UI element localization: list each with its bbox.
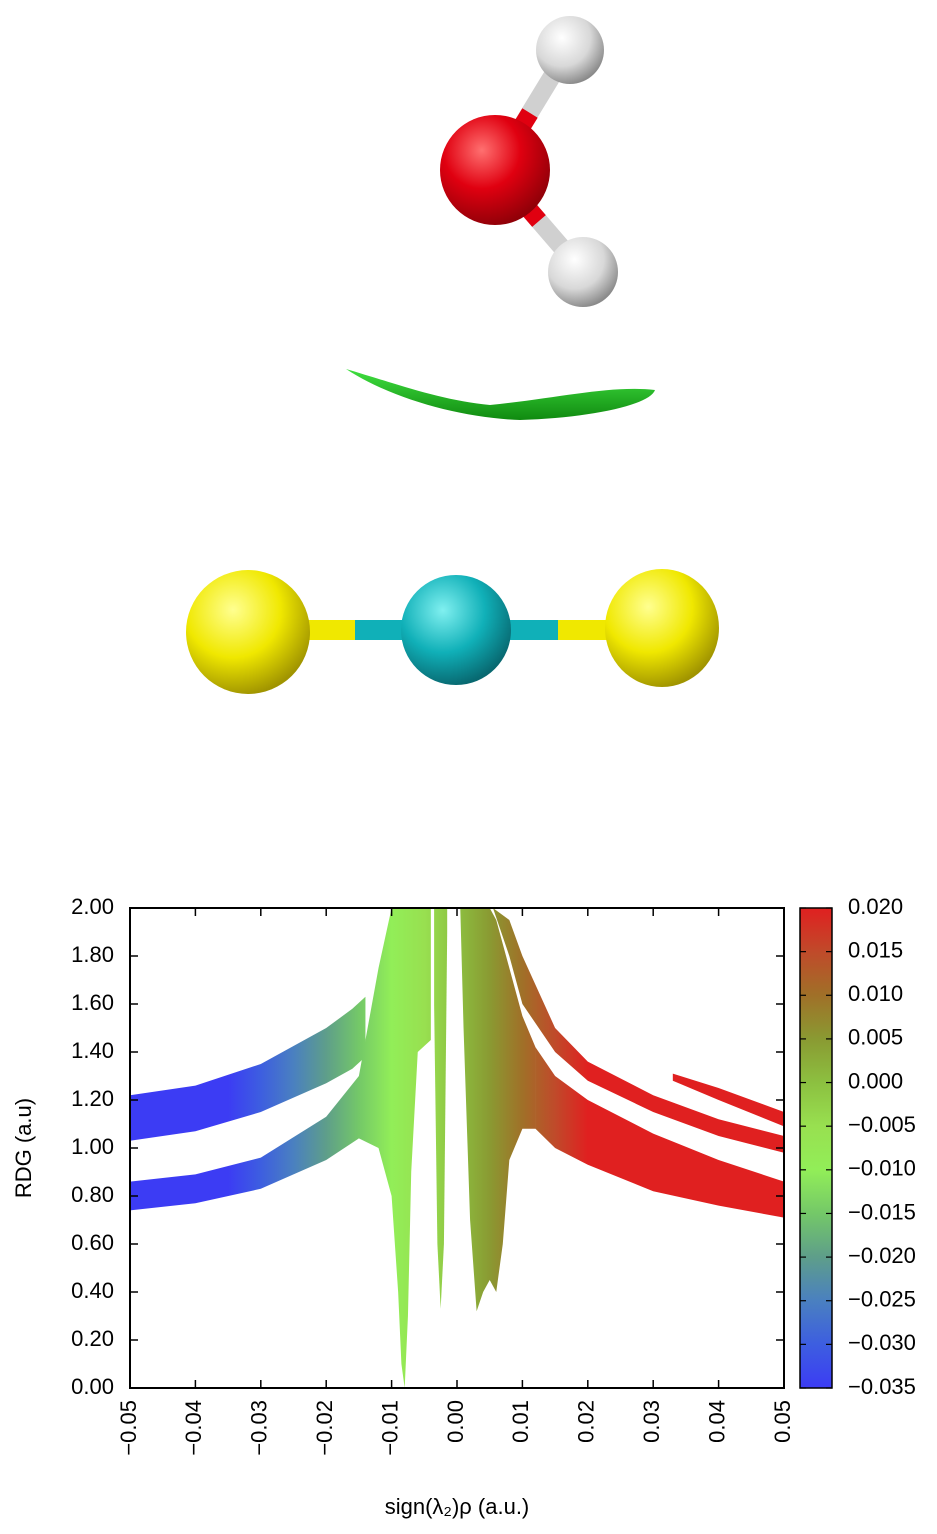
x-tick-label: −0.04 xyxy=(181,1400,206,1456)
colorbar-tick-label: −0.005 xyxy=(848,1112,916,1137)
colorbar-tick-label: −0.015 xyxy=(848,1199,916,1224)
colorbar-tick-label: 0.020 xyxy=(848,894,903,919)
x-tick-label: −0.05 xyxy=(116,1400,141,1456)
sulfur-atom xyxy=(186,570,310,694)
y-tick-label: 1.40 xyxy=(71,1038,114,1063)
colorbar-tick-label: 0.010 xyxy=(848,981,903,1006)
y-tick-label: 0.60 xyxy=(71,1230,114,1255)
x-tick-label: 0.04 xyxy=(704,1400,729,1443)
point-region xyxy=(130,908,431,1388)
colorbar-tick-label: −0.035 xyxy=(848,1374,916,1399)
x-tick-label: 0.01 xyxy=(508,1400,533,1443)
colorbar-tick-label: 0.005 xyxy=(848,1025,903,1050)
colorbar-tick-label: −0.020 xyxy=(848,1243,916,1268)
x-axis-label: sign(λ₂)ρ (a.u.) xyxy=(385,1494,530,1519)
x-tick-label: −0.01 xyxy=(377,1400,402,1456)
y-tick-label: 0.80 xyxy=(71,1182,114,1207)
oxygen-atom xyxy=(440,115,550,225)
point-region xyxy=(434,908,447,1309)
colorbar-tick-label: −0.010 xyxy=(848,1156,916,1181)
hydrogen-atom xyxy=(548,237,618,307)
y-tick-label: 2.00 xyxy=(71,894,114,919)
colorbar xyxy=(800,908,832,1388)
y-tick-label: 0.40 xyxy=(71,1278,114,1303)
molecule-render xyxy=(186,16,719,694)
colorbar-tick-label: 0.015 xyxy=(848,937,903,962)
colorbar-tick-label: −0.025 xyxy=(848,1287,916,1312)
y-tick-label: 0.00 xyxy=(71,1374,114,1399)
x-tick-label: 0.00 xyxy=(443,1400,468,1443)
y-tick-label: 0.20 xyxy=(71,1326,114,1351)
x-tick-label: 0.05 xyxy=(770,1400,795,1443)
isosurface xyxy=(346,369,655,420)
y-tick-label: 1.20 xyxy=(71,1086,114,1111)
x-tick-label: 0.02 xyxy=(574,1400,599,1443)
x-tick-label: 0.03 xyxy=(639,1400,664,1443)
x-tick-label: −0.03 xyxy=(247,1400,272,1456)
y-axis-label: RDG (a.u) xyxy=(11,1098,36,1198)
y-tick-label: 1.00 xyxy=(71,1134,114,1159)
figure: RDG (a.u) sign(λ₂)ρ (a.u.) 0.00 0.20 0.40 0… xyxy=(0,0,937,1529)
page: {"chart_data": { "type": "scatter", "x_l… xyxy=(0,0,937,1529)
colorbar-tick-label: 0.000 xyxy=(848,1068,903,1093)
y-tick-label: 1.80 xyxy=(71,942,114,967)
sulfur-atom xyxy=(605,569,719,687)
hydrogen-atom xyxy=(536,16,604,84)
carbon-atom xyxy=(401,575,511,685)
y-tick-label: 1.60 xyxy=(71,990,114,1015)
colorbar-tick-label: −0.030 xyxy=(848,1330,916,1355)
x-tick-label: −0.02 xyxy=(312,1400,337,1456)
